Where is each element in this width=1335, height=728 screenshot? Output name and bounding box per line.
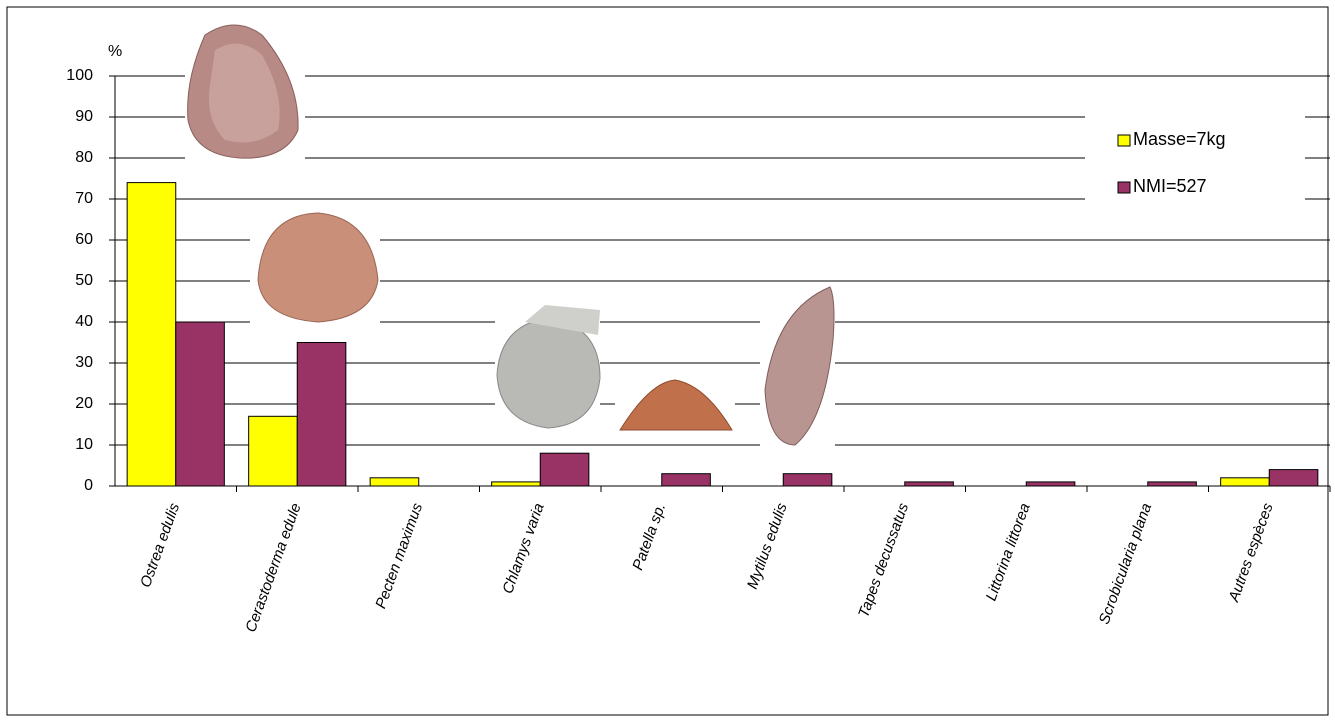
y-tick-label: 0 (84, 477, 93, 494)
bar (905, 482, 954, 486)
y-tick-label: 50 (75, 272, 93, 289)
y-tick-label: 30 (75, 354, 93, 371)
y-tick-label: 100 (66, 67, 93, 84)
bar (1026, 482, 1075, 486)
bar (540, 453, 589, 486)
bar (492, 482, 541, 486)
bar (176, 322, 225, 486)
legend-swatch (1118, 182, 1130, 193)
bar (370, 478, 419, 486)
bar (297, 343, 346, 487)
chart: % 0102030405060708090100Ostrea edulisCer… (0, 0, 1335, 728)
y-tick-label: 10 (75, 436, 93, 453)
legend-swatch (1118, 135, 1130, 146)
y-axis-label: % (108, 43, 122, 60)
legend-label: Masse=7kg (1133, 129, 1226, 149)
legend-label: NMI=527 (1133, 176, 1207, 196)
bar (1269, 470, 1318, 486)
y-tick-label: 60 (75, 231, 93, 248)
bar (662, 474, 711, 486)
bar (1221, 478, 1270, 486)
y-tick-label: 20 (75, 395, 93, 412)
y-tick-label: 80 (75, 149, 93, 166)
bar (127, 183, 176, 486)
y-tick-label: 40 (75, 313, 93, 330)
bar (1148, 482, 1197, 486)
y-tick-label: 90 (75, 108, 93, 125)
bar (783, 474, 832, 486)
y-tick-label: 70 (75, 190, 93, 207)
bar (249, 416, 298, 486)
